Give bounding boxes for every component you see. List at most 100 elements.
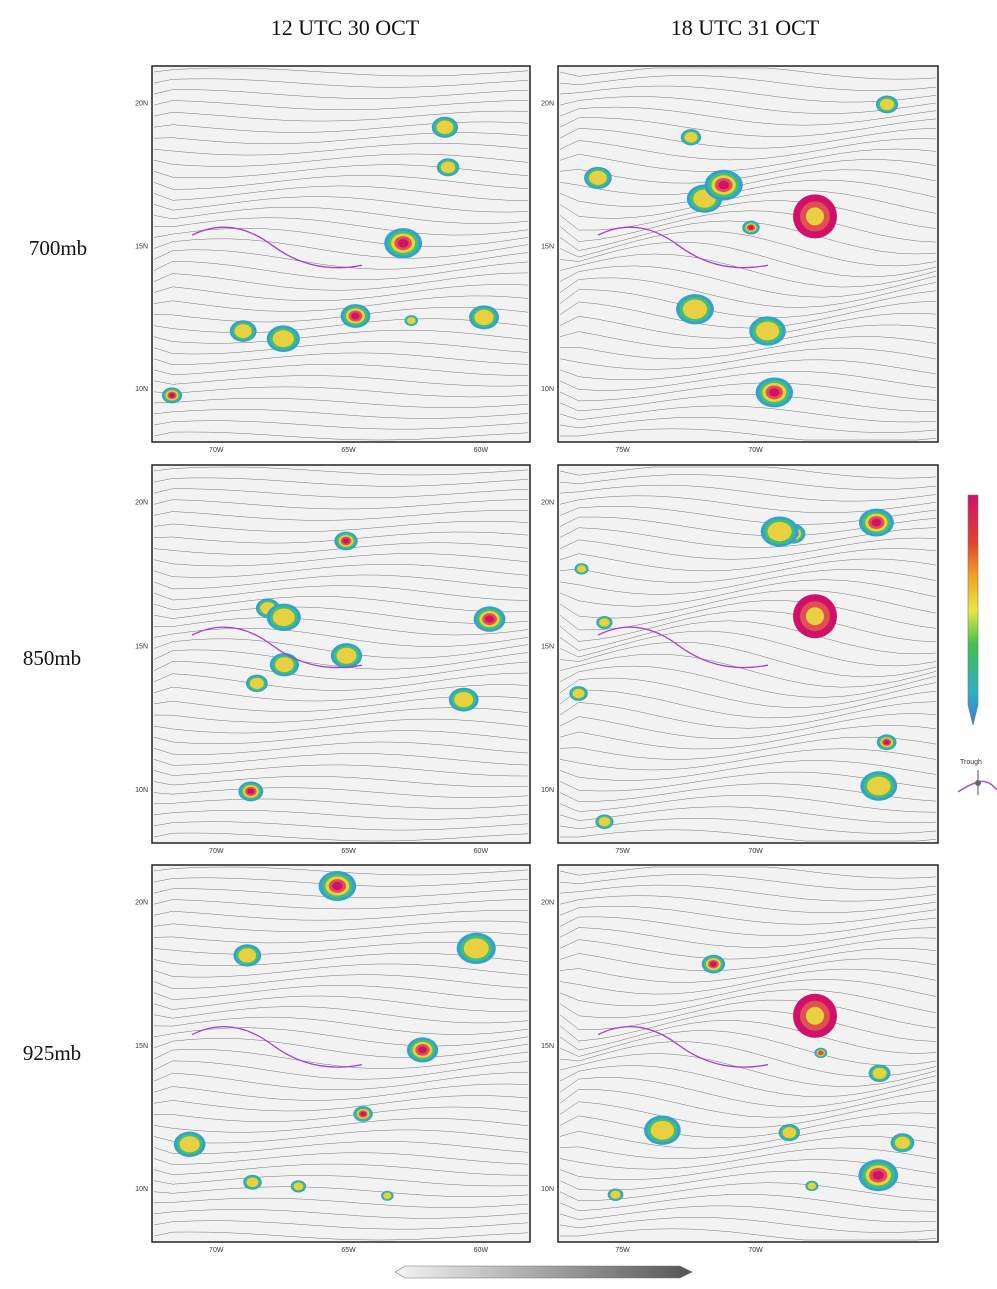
- precip-blob: [275, 657, 294, 672]
- x-tick-label: 70W: [209, 848, 224, 855]
- precip-blob: [436, 121, 453, 134]
- column-title: 18 UTC 31 OCT: [671, 15, 820, 40]
- precip-blob: [871, 519, 881, 527]
- precip-blob: [235, 324, 252, 338]
- precip-blob: [169, 393, 175, 398]
- y-tick-label: 15N: [135, 243, 148, 250]
- x-tick-label: 70W: [748, 1247, 763, 1254]
- colorbar: [968, 495, 978, 725]
- precip-blob: [599, 817, 611, 826]
- precip-blob: [867, 777, 891, 796]
- x-tick-label: 65W: [341, 447, 356, 454]
- precip-blob: [485, 616, 494, 623]
- storm-core: [806, 607, 824, 625]
- x-tick-label: 70W: [748, 848, 763, 855]
- precip-blob: [464, 938, 489, 958]
- y-tick-label: 20N: [541, 500, 554, 507]
- precip-blob: [769, 388, 779, 396]
- precip-blob: [808, 1183, 816, 1190]
- precip-blob: [767, 522, 791, 541]
- precip-blob: [818, 1051, 824, 1056]
- precip-blob: [573, 689, 585, 698]
- x-tick-label: 60W: [474, 848, 489, 855]
- precip-blob: [873, 1171, 884, 1180]
- x-tick-label: 65W: [341, 1247, 356, 1254]
- y-tick-label: 10N: [541, 386, 554, 393]
- y-tick-label: 20N: [541, 100, 554, 107]
- precip-blob: [407, 317, 416, 324]
- x-tick-label: 70W: [209, 447, 224, 454]
- precip-blob: [398, 239, 409, 247]
- colorbar: [395, 1266, 692, 1278]
- precip-blob: [782, 1127, 796, 1138]
- precip-blob: [180, 1136, 200, 1152]
- precip-blob: [710, 961, 717, 966]
- column-title: 12 UTC 30 OCT: [271, 15, 420, 40]
- x-tick-label: 70W: [209, 1247, 224, 1254]
- y-tick-label: 10N: [541, 1186, 554, 1193]
- precip-blob: [873, 1068, 887, 1079]
- x-tick-label: 65W: [341, 848, 356, 855]
- x-tick-label: 60W: [474, 447, 489, 454]
- legend-label: Trough: [960, 759, 982, 766]
- precip-blob: [332, 882, 343, 890]
- y-tick-label: 15N: [541, 243, 554, 250]
- precip-blob: [610, 1191, 620, 1199]
- row-label: 850mb: [23, 646, 81, 670]
- y-tick-label: 10N: [541, 787, 554, 794]
- y-tick-label: 10N: [135, 1186, 148, 1193]
- x-tick-label: 75W: [615, 1247, 630, 1254]
- panel-frame: [558, 66, 938, 442]
- row-label: 700mb: [29, 236, 87, 260]
- precip-blob: [343, 538, 350, 543]
- precip-blob: [383, 1193, 391, 1199]
- precip-blob: [718, 181, 729, 190]
- legend-icon: [975, 780, 981, 786]
- precip-blob: [250, 678, 264, 689]
- precip-blob: [360, 1112, 365, 1116]
- precip-blob: [441, 162, 455, 174]
- precip-blob: [454, 692, 473, 707]
- precip-blob: [880, 99, 894, 110]
- y-tick-label: 10N: [135, 386, 148, 393]
- storm-core: [806, 207, 824, 225]
- precip-blob: [683, 300, 707, 319]
- precip-blob: [351, 313, 359, 320]
- storm-core: [806, 1007, 824, 1025]
- precip-blob: [684, 132, 697, 142]
- precip-blob: [895, 1137, 910, 1149]
- y-tick-label: 15N: [135, 1043, 148, 1050]
- map-panel: 70W 65W 60W 20N 15N 10N: [135, 66, 530, 454]
- y-tick-label: 20N: [135, 500, 148, 507]
- y-tick-label: 15N: [541, 1043, 554, 1050]
- map-panel: 75W 70W 20N 15N 10N: [541, 465, 938, 855]
- precip-blob: [756, 322, 779, 341]
- y-tick-label: 20N: [135, 100, 148, 107]
- precip-blob: [577, 565, 586, 572]
- precip-blob: [599, 618, 609, 626]
- x-tick-label: 75W: [615, 848, 630, 855]
- precip-blob: [293, 1182, 303, 1190]
- map-panel: 75W 70W 20N 15N 10N: [541, 66, 938, 454]
- row-label: 925mb: [23, 1041, 81, 1065]
- map-panel: 70W65W60W20N15N10N: [135, 465, 530, 855]
- precip-blob: [418, 1046, 427, 1053]
- precip-blob: [273, 609, 295, 627]
- map-panel: 75W 70W 20N 15N 10N: [541, 865, 938, 1254]
- y-tick-label: 20N: [135, 900, 148, 907]
- precip-blob: [589, 171, 607, 185]
- y-tick-label: 15N: [541, 643, 554, 650]
- x-tick-label: 70W: [748, 447, 763, 454]
- y-tick-label: 20N: [541, 900, 554, 907]
- precip-blob: [474, 310, 493, 325]
- precip-blob: [884, 740, 890, 744]
- precip-blob: [749, 226, 754, 230]
- precip-blob: [651, 1121, 674, 1140]
- precip-blob: [238, 948, 256, 962]
- figure-canvas: 12 UTC 30 OCT 18 UTC 31 OCT 700mb 850mb …: [0, 0, 997, 1289]
- precip-blob: [247, 1178, 259, 1188]
- precip-blob: [247, 789, 254, 795]
- precip-blob: [273, 330, 294, 347]
- x-tick-label: 75W: [615, 447, 630, 454]
